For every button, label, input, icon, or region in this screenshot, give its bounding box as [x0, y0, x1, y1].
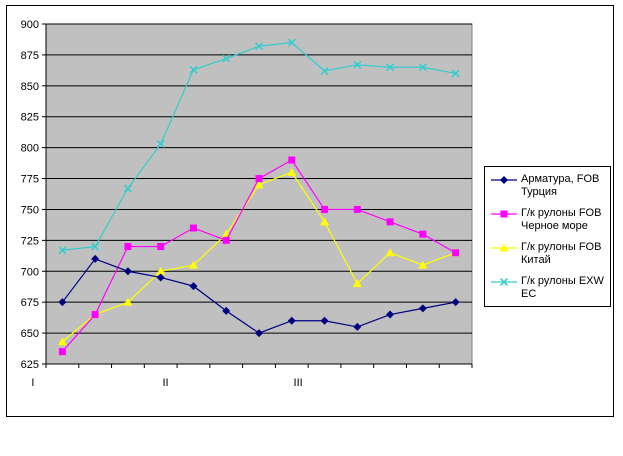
legend-label: Г/к рулоны FOB Черное море	[521, 207, 602, 232]
y-tick-label: 625	[21, 359, 39, 371]
data-point	[386, 310, 395, 319]
data-point	[254, 180, 264, 189]
legend-swatch	[491, 243, 517, 252]
data-point	[418, 63, 427, 72]
plot-area	[45, 23, 473, 365]
legend-label: Г/к рулоны EXW ЕС	[521, 275, 604, 300]
data-point	[386, 63, 395, 72]
y-tick-label: 650	[21, 328, 39, 340]
y-tick-label: 875	[21, 50, 39, 62]
data-point	[123, 184, 132, 193]
data-point	[451, 69, 460, 78]
data-point	[222, 306, 231, 315]
data-point	[156, 273, 165, 282]
legend-swatch	[491, 277, 517, 287]
legend-label: Г/к рулоны FOB Китай	[521, 241, 602, 266]
data-point	[451, 298, 460, 307]
legend-marker	[500, 210, 508, 218]
data-point	[320, 66, 329, 76]
x-tick-label: III	[294, 377, 303, 389]
legend-marker	[500, 176, 508, 184]
y-tick-label: 775	[21, 174, 39, 186]
data-point	[91, 311, 99, 319]
legend: Арматура, FOB Турция Г/к рулоны FOB Черн…	[484, 166, 611, 307]
data-point	[287, 167, 297, 176]
legend-swatch	[491, 176, 517, 184]
data-point	[254, 42, 264, 51]
data-point	[352, 279, 362, 288]
legend-marker	[499, 243, 509, 252]
data-point	[189, 65, 198, 74]
data-point	[91, 242, 100, 251]
data-point	[320, 316, 329, 325]
legend-label: Арматура, FOB Турция	[521, 173, 600, 198]
data-point	[157, 243, 165, 251]
data-point	[91, 254, 100, 263]
x-tick-label: I	[31, 377, 34, 389]
data-point	[124, 243, 132, 251]
legend-marker	[499, 277, 509, 287]
data-point	[386, 218, 394, 226]
data-point	[58, 298, 67, 307]
data-point	[353, 322, 362, 331]
data-point	[287, 316, 296, 325]
data-point	[222, 236, 230, 244]
y-tick-label: 850	[21, 81, 39, 93]
data-point	[188, 260, 198, 269]
data-point	[452, 249, 460, 257]
data-point	[156, 266, 166, 275]
y-tick-label: 800	[21, 143, 39, 155]
data-point	[320, 217, 330, 226]
data-point	[418, 260, 428, 269]
data-point	[385, 248, 395, 257]
legend-swatch	[491, 210, 517, 218]
data-point	[189, 282, 198, 291]
data-point	[321, 205, 329, 213]
y-tick-label: 675	[21, 297, 39, 309]
data-point	[255, 175, 263, 183]
data-point	[287, 38, 296, 47]
y-tick-label: 900	[21, 19, 39, 31]
data-point	[222, 54, 231, 63]
y-tick-label: 725	[21, 235, 39, 247]
data-point	[57, 337, 67, 346]
data-point	[255, 329, 263, 338]
x-tick-label: II	[162, 377, 168, 389]
data-point	[123, 297, 133, 306]
y-tick-label: 750	[21, 204, 39, 216]
y-tick-label: 825	[21, 112, 39, 124]
y-tick-label: 700	[21, 266, 39, 278]
data-point	[418, 304, 427, 313]
data-point	[189, 224, 197, 232]
data-point	[156, 139, 165, 148]
data-point	[288, 156, 296, 164]
data-point	[58, 348, 66, 356]
data-point	[353, 205, 361, 213]
data-point	[419, 230, 427, 238]
data-point	[58, 246, 67, 255]
data-point	[123, 267, 132, 276]
data-point	[353, 60, 362, 69]
